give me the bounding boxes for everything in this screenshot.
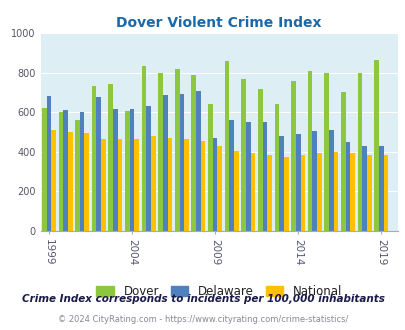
Bar bbox=[68, 132, 72, 231]
Title: Dover Violent Crime Index: Dover Violent Crime Index bbox=[116, 16, 321, 30]
Bar bbox=[307, 71, 312, 231]
Bar bbox=[224, 61, 229, 231]
Bar bbox=[191, 75, 196, 231]
Text: Crime Index corresponds to incidents per 100,000 inhabitants: Crime Index corresponds to incidents per… bbox=[21, 294, 384, 304]
Bar bbox=[162, 95, 167, 231]
Bar bbox=[373, 60, 378, 231]
Bar bbox=[233, 151, 238, 231]
Bar bbox=[333, 152, 337, 231]
Bar bbox=[167, 138, 172, 231]
Bar bbox=[134, 139, 139, 231]
Bar bbox=[146, 106, 151, 231]
Bar bbox=[312, 131, 316, 231]
Bar bbox=[383, 155, 387, 231]
Text: © 2024 CityRating.com - https://www.cityrating.com/crime-statistics/: © 2024 CityRating.com - https://www.city… bbox=[58, 315, 347, 324]
Bar bbox=[229, 120, 233, 231]
Bar bbox=[113, 109, 117, 231]
Bar bbox=[279, 136, 283, 231]
Bar bbox=[324, 73, 328, 231]
Bar bbox=[75, 120, 80, 231]
Bar bbox=[101, 139, 105, 231]
Bar bbox=[340, 92, 345, 231]
Bar bbox=[328, 130, 333, 231]
Bar bbox=[196, 91, 200, 231]
Bar bbox=[262, 122, 266, 231]
Legend: Dover, Delaware, National: Dover, Delaware, National bbox=[92, 280, 346, 303]
Bar bbox=[378, 146, 383, 231]
Bar bbox=[217, 146, 222, 231]
Bar bbox=[283, 157, 288, 231]
Bar bbox=[92, 86, 96, 231]
Bar bbox=[345, 142, 350, 231]
Bar bbox=[361, 146, 366, 231]
Bar bbox=[47, 96, 51, 231]
Bar bbox=[274, 104, 279, 231]
Bar bbox=[141, 66, 146, 231]
Bar bbox=[175, 69, 179, 231]
Bar bbox=[158, 73, 162, 231]
Bar bbox=[350, 153, 354, 231]
Bar bbox=[208, 104, 212, 231]
Bar bbox=[42, 108, 47, 231]
Bar bbox=[300, 155, 305, 231]
Bar bbox=[125, 111, 129, 231]
Bar bbox=[212, 138, 217, 231]
Bar bbox=[58, 112, 63, 231]
Bar bbox=[316, 153, 321, 231]
Bar bbox=[84, 133, 89, 231]
Bar bbox=[250, 153, 255, 231]
Bar bbox=[51, 130, 56, 231]
Bar bbox=[266, 155, 271, 231]
Bar bbox=[357, 73, 361, 231]
Bar bbox=[245, 122, 250, 231]
Bar bbox=[179, 94, 184, 231]
Bar bbox=[257, 89, 262, 231]
Bar bbox=[184, 139, 188, 231]
Bar bbox=[241, 79, 245, 231]
Bar bbox=[96, 97, 101, 231]
Bar bbox=[108, 84, 113, 231]
Bar bbox=[151, 136, 155, 231]
Bar bbox=[63, 110, 68, 231]
Bar bbox=[117, 139, 122, 231]
Bar bbox=[366, 155, 371, 231]
Bar bbox=[80, 112, 84, 231]
Bar bbox=[200, 141, 205, 231]
Bar bbox=[290, 81, 295, 231]
Bar bbox=[295, 134, 300, 231]
Bar bbox=[129, 109, 134, 231]
